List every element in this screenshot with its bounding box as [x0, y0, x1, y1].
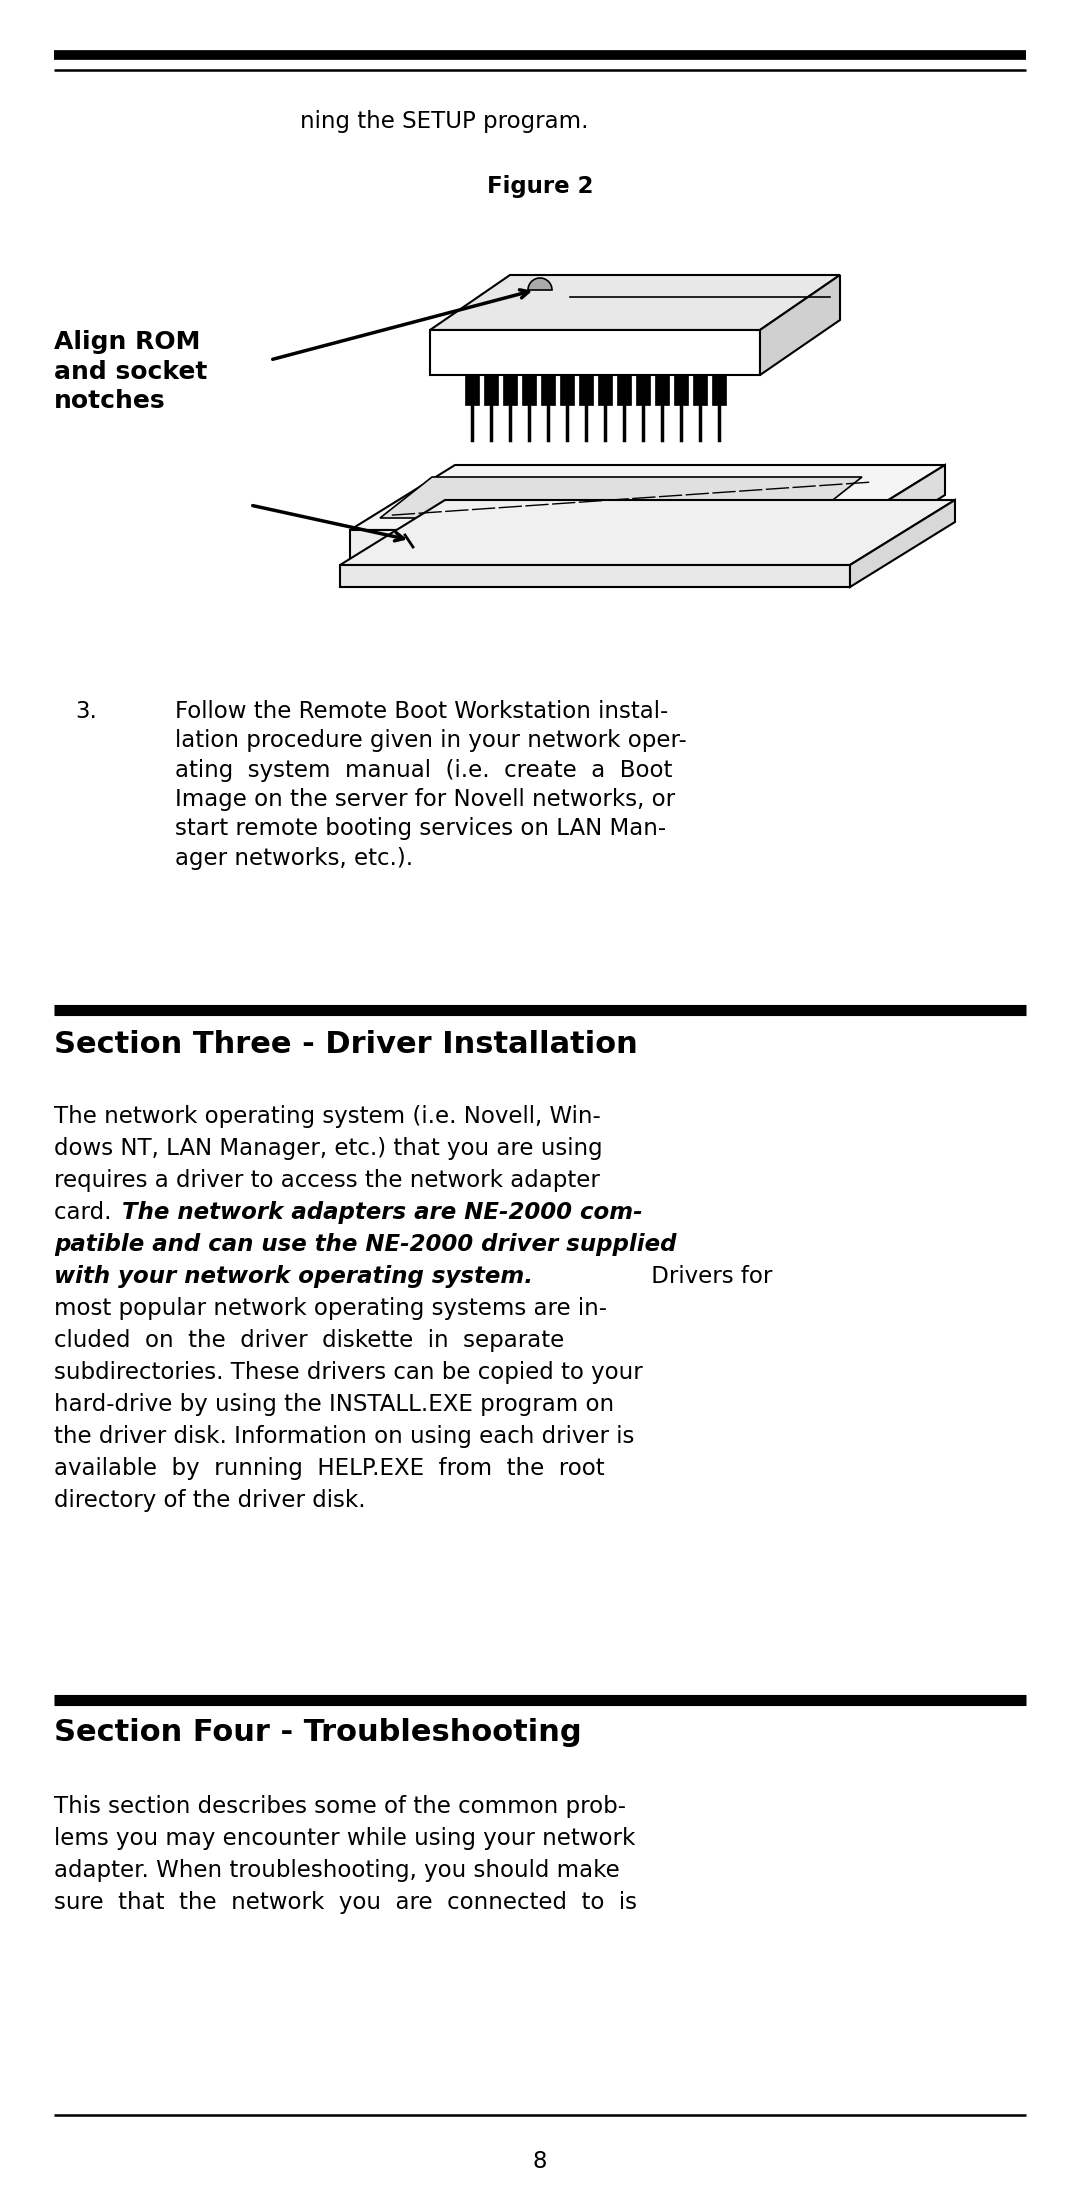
- Polygon shape: [464, 376, 478, 405]
- Polygon shape: [674, 376, 688, 405]
- Polygon shape: [350, 530, 840, 561]
- Text: subdirectories. These drivers can be copied to your: subdirectories. These drivers can be cop…: [54, 1361, 643, 1383]
- Text: directory of the driver disk.: directory of the driver disk.: [54, 1489, 366, 1513]
- Polygon shape: [712, 376, 726, 405]
- Text: most popular network operating systems are in-: most popular network operating systems a…: [54, 1297, 607, 1319]
- Text: cluded  on  the  driver  diskette  in  separate: cluded on the driver diskette in separat…: [54, 1328, 564, 1352]
- Polygon shape: [760, 275, 840, 376]
- Polygon shape: [430, 330, 760, 376]
- Text: lems you may encounter while using your network: lems you may encounter while using your …: [54, 1827, 635, 1849]
- Text: Section Four - Troubleshooting: Section Four - Troubleshooting: [54, 1717, 582, 1746]
- Text: The network adapters are NE-2000 com-: The network adapters are NE-2000 com-: [122, 1201, 643, 1225]
- Text: Follow the Remote Boot Workstation instal-
lation procedure given in your networ: Follow the Remote Boot Workstation insta…: [175, 699, 687, 869]
- Polygon shape: [350, 464, 945, 530]
- Text: Align ROM
and socket
notches: Align ROM and socket notches: [54, 330, 207, 413]
- Text: available  by  running  HELP.EXE  from  the  root: available by running HELP.EXE from the r…: [54, 1458, 605, 1480]
- Text: dows NT, LAN Manager, etc.) that you are using: dows NT, LAN Manager, etc.) that you are…: [54, 1137, 603, 1161]
- Text: ning the SETUP program.: ning the SETUP program.: [300, 110, 589, 132]
- Text: 8: 8: [532, 2151, 548, 2173]
- Text: Drivers for: Drivers for: [644, 1264, 772, 1289]
- Text: adapter. When troubleshooting, you should make: adapter. When troubleshooting, you shoul…: [54, 1858, 620, 1882]
- Polygon shape: [635, 376, 649, 405]
- Polygon shape: [559, 376, 573, 405]
- Polygon shape: [502, 376, 516, 405]
- Polygon shape: [692, 376, 706, 405]
- Wedge shape: [528, 277, 552, 290]
- Polygon shape: [579, 376, 593, 405]
- Polygon shape: [522, 376, 536, 405]
- Text: sure  that  the  network  you  are  connected  to  is: sure that the network you are connected …: [54, 1891, 637, 1913]
- Polygon shape: [380, 477, 862, 519]
- Text: Figure 2: Figure 2: [487, 176, 593, 198]
- Polygon shape: [340, 499, 955, 565]
- Polygon shape: [617, 376, 631, 405]
- Polygon shape: [654, 376, 669, 405]
- Polygon shape: [840, 464, 945, 561]
- Polygon shape: [430, 275, 840, 330]
- Polygon shape: [850, 499, 955, 587]
- Text: requires a driver to access the network adapter: requires a driver to access the network …: [54, 1170, 599, 1192]
- Text: with your network operating system.: with your network operating system.: [54, 1264, 534, 1289]
- Polygon shape: [597, 376, 611, 405]
- Text: patible and can use the NE-2000 driver supplied: patible and can use the NE-2000 driver s…: [54, 1234, 676, 1256]
- Polygon shape: [340, 565, 850, 587]
- Polygon shape: [540, 376, 554, 405]
- Polygon shape: [484, 376, 498, 405]
- Text: card.: card.: [54, 1201, 119, 1225]
- Text: Section Three - Driver Installation: Section Three - Driver Installation: [54, 1029, 638, 1060]
- Text: the driver disk. Information on using each driver is: the driver disk. Information on using ea…: [54, 1425, 634, 1447]
- Text: This section describes some of the common prob-: This section describes some of the commo…: [54, 1794, 626, 1819]
- Text: The network operating system (i.e. Novell, Win-: The network operating system (i.e. Novel…: [54, 1106, 600, 1128]
- Text: hard-drive by using the INSTALL.EXE program on: hard-drive by using the INSTALL.EXE prog…: [54, 1392, 615, 1416]
- Text: 3.: 3.: [75, 699, 97, 723]
